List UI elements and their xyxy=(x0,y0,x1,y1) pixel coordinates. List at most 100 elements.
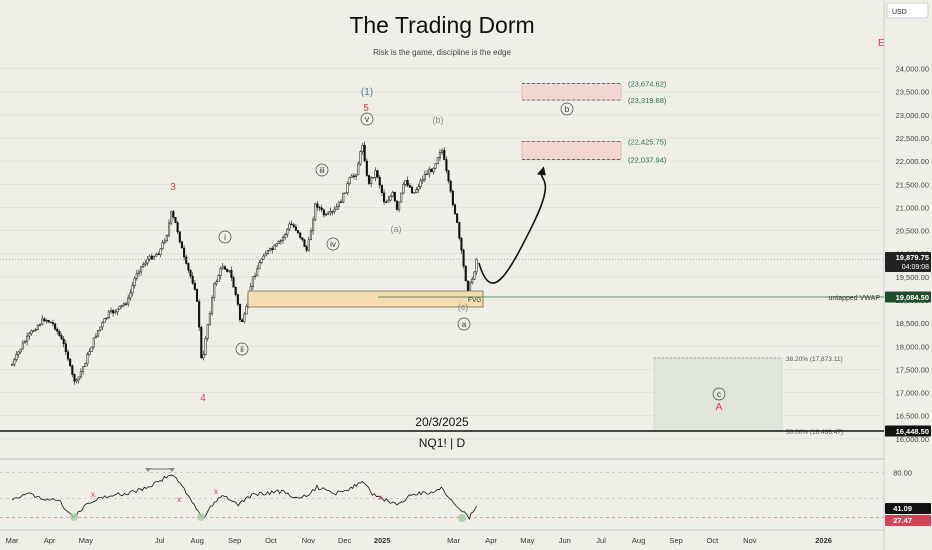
candle-body xyxy=(159,248,162,255)
candle-body xyxy=(226,269,229,272)
y-tick-label: 17,500.00 xyxy=(896,365,929,374)
candle-body xyxy=(464,265,467,282)
wave-label: 4 xyxy=(200,393,206,404)
candle-body xyxy=(124,303,128,305)
x-tick-label: Apr xyxy=(485,536,497,545)
candle-body xyxy=(64,343,67,353)
wave-label-circled: iii xyxy=(319,166,325,175)
candle-body xyxy=(200,326,203,359)
wave-label: (a) xyxy=(391,224,402,234)
candle-body xyxy=(363,144,366,162)
candle-body xyxy=(223,266,226,270)
candle-body xyxy=(26,335,29,342)
candle-body xyxy=(109,310,113,313)
candle-body xyxy=(195,289,199,302)
candle-body xyxy=(434,163,437,169)
wave-label-circle xyxy=(315,163,329,177)
candle-body xyxy=(112,310,115,314)
line-price-tag-value: 16,448.50 xyxy=(896,427,929,436)
candle-body xyxy=(167,222,171,236)
candle-body xyxy=(174,217,177,223)
candle-body xyxy=(359,151,362,165)
candle-body xyxy=(75,379,78,382)
target-zone-upper-bottom-label: (23,319.68) xyxy=(628,96,667,105)
time-axis[interactable]: Mar Apr May Jul Aug Sep Oct Nov Dec 2025 Mar Apr May… xyxy=(6,536,832,545)
candle-body xyxy=(299,232,302,238)
currency-badge[interactable] xyxy=(886,2,929,19)
price-axis[interactable]: 16,000.00 16,500.00 17,000.00 17,500.00 18,0… xyxy=(885,65,931,444)
candle-body xyxy=(131,285,134,294)
candle-body xyxy=(361,144,364,152)
earnings-marker[interactable]: E xyxy=(878,38,885,49)
candle-body xyxy=(236,294,239,305)
candle-body xyxy=(410,187,414,194)
y-tick-label: 18,000.00 xyxy=(896,342,929,351)
candle-body xyxy=(413,192,416,194)
candle-body xyxy=(81,366,85,373)
candle-body xyxy=(389,195,392,201)
candle-body xyxy=(185,256,188,264)
osc-value-tag[interactable] xyxy=(885,503,931,514)
currency-label: USD xyxy=(892,9,907,16)
candle-body xyxy=(73,374,76,382)
y-tick-label: 22,000.00 xyxy=(896,157,929,166)
candle-body xyxy=(161,242,164,250)
candle-body xyxy=(395,200,398,210)
candle-body xyxy=(165,234,168,242)
osc-low-tag[interactable] xyxy=(885,515,931,526)
vwap-price-tag[interactable] xyxy=(885,291,931,303)
wave-label-circle xyxy=(712,387,726,401)
candle-body xyxy=(335,206,338,210)
candle-body xyxy=(385,201,388,203)
osc-bear-marker: x xyxy=(378,493,382,502)
osc-low-label: 27.47 xyxy=(893,516,912,525)
candle-body xyxy=(163,240,166,244)
candle-body xyxy=(406,180,409,186)
candle-body xyxy=(90,346,93,352)
target-zone-lower-bottom-label: (22,037.94) xyxy=(628,155,667,164)
candle-body xyxy=(307,239,310,251)
candle-body xyxy=(135,273,138,279)
candle-body xyxy=(346,183,349,194)
candle-body xyxy=(322,209,325,216)
candle-body xyxy=(241,319,244,323)
candle-body xyxy=(400,192,403,203)
candle-body xyxy=(462,249,465,267)
candle-body xyxy=(251,276,254,287)
candle-body xyxy=(114,311,117,314)
candle-body xyxy=(355,174,358,177)
candle-body xyxy=(23,341,27,344)
x-tick-label: Mar xyxy=(6,536,19,545)
current-price-tag[interactable] xyxy=(885,252,931,272)
fib-zone xyxy=(653,357,783,432)
candle-body xyxy=(45,320,48,322)
x-tick-label: Jun xyxy=(559,536,571,545)
candle-body xyxy=(279,240,282,242)
candle-body xyxy=(155,253,158,257)
chart-subtitle: Risk is the game, discipline is the edge xyxy=(373,48,511,57)
current-price-tag-value: 19,879.75 xyxy=(896,253,929,262)
y-tick-label: 22,500.00 xyxy=(896,134,929,143)
candle-body xyxy=(99,326,102,331)
candle-body xyxy=(417,186,420,190)
osc-bear-marker: x xyxy=(177,495,181,504)
candle-body xyxy=(118,305,121,310)
candle-body xyxy=(230,270,233,278)
candle-body xyxy=(183,247,186,258)
candle-body xyxy=(146,259,149,264)
wave-label-circled: a xyxy=(462,320,467,329)
candle-body xyxy=(262,255,265,260)
candle-body xyxy=(342,193,345,203)
candle-body xyxy=(458,222,461,239)
wave-label-circled: c xyxy=(717,390,721,399)
candle-body xyxy=(312,219,315,232)
candle-body xyxy=(219,267,222,277)
candle-body xyxy=(391,191,394,197)
candle-body xyxy=(142,264,145,267)
candle-body xyxy=(221,266,224,269)
candle-body xyxy=(320,207,323,211)
candle-body xyxy=(41,318,44,325)
line-price-tag[interactable] xyxy=(885,425,931,437)
